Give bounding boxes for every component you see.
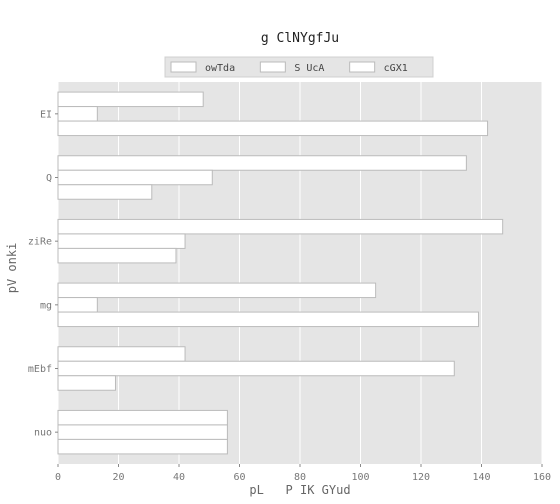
y-tick-label: EI [40, 109, 52, 120]
y-tick-label: Q [46, 173, 52, 184]
bar-cGX1-Q [57, 184, 153, 200]
bar-cGX1-mg [57, 311, 479, 328]
bar-S-UcA-ziRe [57, 233, 186, 249]
x-tick-label: 160 [533, 472, 551, 483]
bar-owTda-ziRe [57, 218, 504, 235]
x-tick-label: 100 [351, 472, 369, 483]
legend-label: cGX1 [384, 63, 408, 74]
bar-cGX1-EI [57, 120, 489, 137]
bar-owTda-nuo [57, 409, 228, 426]
bar-cGX1-nuo [57, 438, 228, 455]
y-tick-label: nuo [34, 428, 52, 439]
bar-S-UcA-mg [57, 297, 98, 313]
x-tick-label: 140 [472, 472, 490, 483]
bar-S-UcA-mEbf [57, 360, 455, 377]
bar-owTda-EI [57, 91, 204, 108]
bar-S-UcA-EI [57, 106, 98, 122]
x-tick-label: 120 [412, 472, 430, 483]
legend: owTda S UcA cGX1 [164, 56, 434, 78]
bars-layer [57, 91, 504, 455]
x-ticks: 0 20 40 60 80 100 120 140 160 [55, 464, 551, 483]
bar-owTda-mEbf [57, 346, 186, 362]
legend-swatch [170, 61, 197, 73]
bar-cGX1-mEbf [57, 375, 116, 391]
x-tick-label: 80 [294, 472, 306, 483]
x-tick-label: 40 [173, 472, 185, 483]
chart-title: g ClNYgfJu [261, 31, 339, 46]
x-tick-label: 0 [55, 472, 61, 483]
x-axis-label: pL P IK GYud [249, 483, 350, 497]
x-tick-label: 20 [112, 472, 124, 483]
bar-S-UcA-nuo [57, 424, 228, 440]
legend-swatch [349, 61, 376, 73]
y-axis-label: pV onki [5, 243, 19, 294]
grid-layer [57, 82, 543, 464]
bar-owTda-Q [57, 155, 467, 171]
legend-swatch [259, 61, 286, 73]
bar-cGX1-ziRe [57, 247, 177, 264]
bar-owTda-mg [57, 282, 377, 299]
y-tick-label: ziRe [28, 237, 52, 248]
legend-label: S UcA [294, 63, 324, 74]
legend-label: owTda [205, 63, 235, 74]
x-tick-label: 60 [233, 472, 245, 483]
bar-S-UcA-Q [57, 169, 213, 186]
y-tick-label: mg [40, 300, 52, 311]
y-tick-label: mEbf [28, 364, 52, 375]
